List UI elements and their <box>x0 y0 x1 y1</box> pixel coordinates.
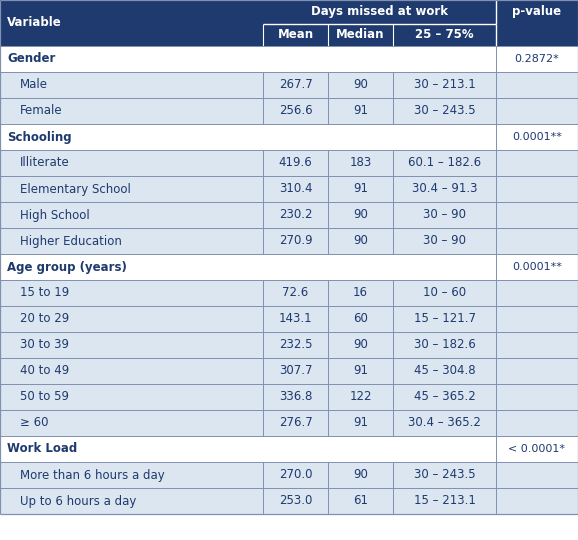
Text: 20 to 29: 20 to 29 <box>20 313 69 326</box>
Text: High School: High School <box>20 208 90 221</box>
Bar <box>0 46 578 72</box>
Text: Days missed at work: Days missed at work <box>311 5 448 18</box>
Bar <box>0 124 578 150</box>
Text: p-value: p-value <box>513 5 562 18</box>
Text: 253.0: 253.0 <box>279 495 312 508</box>
Text: ≥ 60: ≥ 60 <box>20 416 49 429</box>
Text: 16: 16 <box>353 287 368 300</box>
Text: 90: 90 <box>353 469 368 482</box>
Bar <box>0 332 578 358</box>
Bar <box>0 488 578 514</box>
Text: 143.1: 143.1 <box>279 313 312 326</box>
Bar <box>0 280 578 306</box>
Text: 276.7: 276.7 <box>279 416 312 429</box>
Bar <box>0 254 578 280</box>
Text: 30 – 243.5: 30 – 243.5 <box>414 469 475 482</box>
Bar <box>0 176 578 202</box>
Text: 30.4 – 91.3: 30.4 – 91.3 <box>412 183 477 195</box>
Bar <box>0 358 578 384</box>
Text: 10 – 60: 10 – 60 <box>423 287 466 300</box>
Text: 30 – 182.6: 30 – 182.6 <box>414 339 475 352</box>
Text: 15 to 19: 15 to 19 <box>20 287 69 300</box>
Text: More than 6 hours a day: More than 6 hours a day <box>20 469 165 482</box>
Text: 0.0001**: 0.0001** <box>512 132 562 142</box>
Text: 61: 61 <box>353 495 368 508</box>
Text: < 0.0001*: < 0.0001* <box>509 444 565 454</box>
Text: 230.2: 230.2 <box>279 208 312 221</box>
Text: Age group (years): Age group (years) <box>7 260 127 273</box>
Bar <box>0 410 578 436</box>
Text: 50 to 59: 50 to 59 <box>20 390 69 403</box>
Text: 0.0001**: 0.0001** <box>512 262 562 272</box>
Text: Up to 6 hours a day: Up to 6 hours a day <box>20 495 136 508</box>
Text: 30 – 243.5: 30 – 243.5 <box>414 105 475 118</box>
Bar <box>0 462 578 488</box>
Bar <box>0 202 578 228</box>
Text: 90: 90 <box>353 78 368 91</box>
Text: 25 – 75%: 25 – 75% <box>415 29 474 42</box>
Text: 91: 91 <box>353 183 368 195</box>
Text: Schooling: Schooling <box>7 131 72 144</box>
Text: 30 – 90: 30 – 90 <box>423 234 466 247</box>
Text: 232.5: 232.5 <box>279 339 312 352</box>
Text: Male: Male <box>20 78 48 91</box>
Text: 336.8: 336.8 <box>279 390 312 403</box>
Text: 30 to 39: 30 to 39 <box>20 339 69 352</box>
Text: 60: 60 <box>353 313 368 326</box>
Text: 91: 91 <box>353 364 368 377</box>
Text: 0.2872*: 0.2872* <box>514 54 560 64</box>
Text: 45 – 365.2: 45 – 365.2 <box>414 390 475 403</box>
Text: Median: Median <box>336 29 385 42</box>
Text: Work Load: Work Load <box>7 442 77 456</box>
Text: Variable: Variable <box>7 17 62 30</box>
Text: 72.6: 72.6 <box>283 287 309 300</box>
Text: 40 to 49: 40 to 49 <box>20 364 69 377</box>
Bar <box>0 150 578 176</box>
Text: 30 – 213.1: 30 – 213.1 <box>414 78 475 91</box>
Text: 30.4 – 365.2: 30.4 – 365.2 <box>408 416 481 429</box>
Bar <box>0 0 578 24</box>
Text: Illiterate: Illiterate <box>20 157 70 170</box>
Text: 419.6: 419.6 <box>279 157 312 170</box>
Text: 90: 90 <box>353 234 368 247</box>
Text: 270.0: 270.0 <box>279 469 312 482</box>
Bar <box>0 228 578 254</box>
Text: 267.7: 267.7 <box>279 78 312 91</box>
Text: 45 – 304.8: 45 – 304.8 <box>414 364 475 377</box>
Bar <box>0 436 578 462</box>
Text: Female: Female <box>20 105 62 118</box>
Text: Elementary School: Elementary School <box>20 183 131 195</box>
Text: Gender: Gender <box>7 52 55 65</box>
Text: 310.4: 310.4 <box>279 183 312 195</box>
Text: 183: 183 <box>349 157 372 170</box>
Bar <box>0 72 578 98</box>
Text: 30 – 90: 30 – 90 <box>423 208 466 221</box>
Bar <box>0 306 578 332</box>
Text: 15 – 213.1: 15 – 213.1 <box>414 495 476 508</box>
Text: 60.1 – 182.6: 60.1 – 182.6 <box>408 157 481 170</box>
Text: 256.6: 256.6 <box>279 105 312 118</box>
Text: 90: 90 <box>353 208 368 221</box>
Bar <box>0 98 578 124</box>
Text: Higher Education: Higher Education <box>20 234 122 247</box>
Text: 90: 90 <box>353 339 368 352</box>
Text: 307.7: 307.7 <box>279 364 312 377</box>
Bar <box>0 384 578 410</box>
Text: 91: 91 <box>353 416 368 429</box>
Bar <box>0 24 578 46</box>
Text: 15 – 121.7: 15 – 121.7 <box>413 313 476 326</box>
Text: 122: 122 <box>349 390 372 403</box>
Text: Mean: Mean <box>277 29 313 42</box>
Text: 91: 91 <box>353 105 368 118</box>
Text: 270.9: 270.9 <box>279 234 312 247</box>
